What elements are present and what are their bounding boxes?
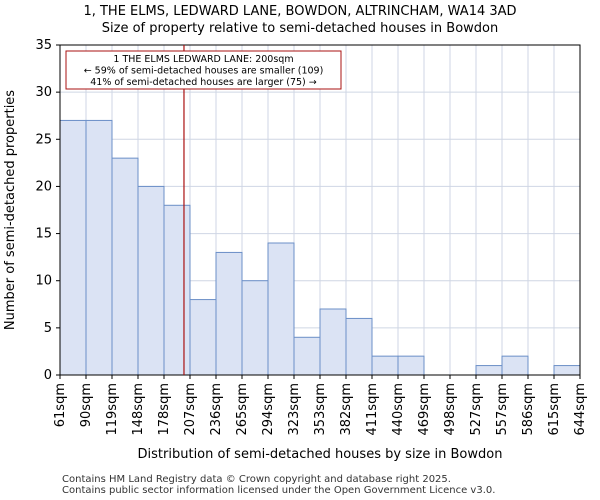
annotation-box (65, 50, 342, 90)
histogram-bar (241, 280, 269, 376)
x-tick-label: 61sqm (53, 383, 68, 427)
x-axis-label: Distribution of semi-detached houses by … (138, 447, 503, 462)
x-tick-label: 148sqm (131, 383, 146, 436)
histogram-bar (111, 157, 139, 376)
y-axis-label: Number of semi-detached properties (3, 90, 18, 330)
histogram-bar (553, 365, 581, 376)
x-tick-label: 411sqm (365, 383, 380, 436)
chart-title: 1, THE ELMS, LEDWARD LANE, BOWDON, ALTRI… (83, 4, 517, 19)
x-tick-label: 207sqm (183, 383, 198, 436)
histogram-bar (267, 242, 295, 376)
x-tick-label: 265sqm (235, 383, 250, 436)
marker-layer: 1 THE ELMS LEDWARD LANE: 200sqm← 59% of … (65, 45, 342, 375)
x-tick-label: 586sqm (521, 383, 536, 436)
x-tick-label: 440sqm (391, 383, 406, 436)
x-tick-label: 527sqm (469, 383, 484, 436)
histogram-bar (85, 119, 113, 376)
chart-subtitle: Size of property relative to semi-detach… (101, 21, 499, 36)
histogram-bar (59, 119, 87, 376)
annotation-line: ← 59% of semi-detached houses are smalle… (84, 66, 324, 77)
x-tick-label: 557sqm (495, 383, 510, 436)
x-tick-label: 90sqm (79, 383, 94, 427)
x-tick-label: 236sqm (209, 383, 224, 436)
axes-layer: 0 5 10 15 20 25 30 35 61sqm 90sqm 119sqm 148sqm 178s… (3, 38, 588, 462)
x-tick-label: 119sqm (105, 383, 120, 436)
histogram-bar (501, 355, 529, 376)
y-tick-label: 30 (35, 85, 52, 100)
y-tick-label: 20 (35, 179, 52, 194)
x-tick-label: 294sqm (261, 383, 276, 436)
x-tick-label: 469sqm (417, 383, 432, 436)
x-tick-label: 323sqm (287, 383, 302, 436)
y-tick-label: 0 (44, 368, 52, 383)
histogram-bar (475, 365, 503, 376)
histogram-bar (215, 251, 243, 376)
x-tick-label: 382sqm (339, 383, 354, 436)
y-tick-label: 10 (35, 274, 52, 289)
histogram-bar (163, 204, 191, 376)
x-tick-label: 498sqm (443, 383, 458, 436)
histogram-bar (371, 355, 399, 376)
annotation-line: 41% of semi-detached houses are larger (… (90, 77, 317, 88)
footer-line-2: Contains public sector information licen… (62, 485, 496, 496)
histogram-bar (397, 355, 425, 376)
x-tick-label: 353sqm (313, 383, 328, 436)
y-tick-label: 35 (35, 38, 52, 53)
x-tick-label: 644sqm (573, 383, 588, 436)
y-tick-label: 15 (35, 227, 52, 242)
histogram-bar (137, 185, 165, 376)
annotation-line: 1 THE ELMS LEDWARD LANE: 200sqm (113, 54, 293, 65)
bars-layer (59, 119, 581, 376)
histogram-bar (293, 336, 321, 376)
histogram-bar (189, 299, 217, 376)
footer-line-1: Contains HM Land Registry data © Crown c… (62, 474, 451, 485)
x-tick-label: 178sqm (157, 383, 172, 436)
y-tick-label: 5 (44, 321, 52, 336)
histogram-bar (319, 308, 347, 376)
histogram-bar (345, 317, 373, 376)
x-tick-label: 615sqm (547, 383, 562, 436)
y-tick-label: 25 (35, 132, 52, 147)
